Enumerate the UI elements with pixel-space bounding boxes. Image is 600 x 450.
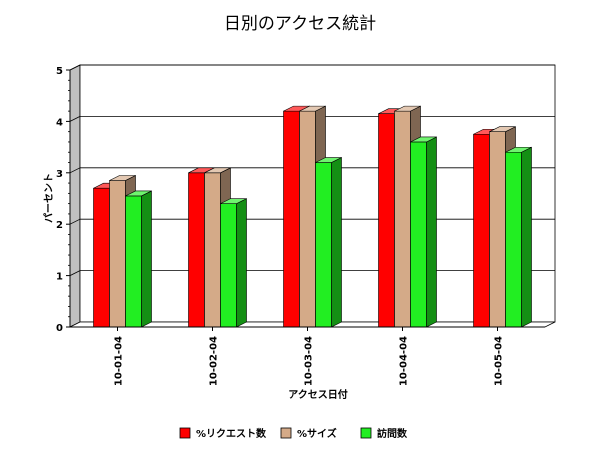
gridline-side	[69, 64, 81, 71]
gridline-side	[69, 270, 81, 276]
legend-swatch	[280, 427, 292, 439]
bar-top	[109, 175, 136, 181]
bar-front	[93, 187, 110, 328]
bar-top	[410, 136, 437, 143]
bar-3-10-03-04	[315, 157, 342, 328]
x-tick-label: 10-02-04	[209, 336, 220, 386]
y-tick-label: 4	[56, 117, 63, 128]
bar-top	[299, 105, 326, 112]
bar-3-10-01-04	[125, 190, 152, 328]
bar-side	[426, 136, 437, 328]
bar-top	[315, 157, 342, 163]
bar-3-10-04-04	[410, 136, 437, 328]
y-tick-label: 5	[56, 66, 63, 77]
x-tick-label: 10-04-04	[399, 336, 410, 386]
bar-front	[299, 110, 316, 328]
bar-front	[315, 162, 332, 328]
bar-front	[220, 203, 237, 328]
bar-front	[204, 172, 221, 328]
x-tick-label: 10-05-04	[494, 336, 505, 386]
bar-front	[410, 141, 427, 328]
bar-front	[283, 110, 300, 328]
legend-item: %リクエスト数	[179, 427, 267, 440]
bar-side	[521, 146, 532, 328]
axes-group: 0 1 2 3 4 5 10-01-04 10-02-04 10-03-04 10-04-04 10…	[56, 66, 545, 386]
bar-front	[489, 131, 506, 328]
bar-front	[473, 133, 490, 328]
bar-front	[125, 195, 142, 328]
bar-3-10-02-04	[220, 198, 247, 328]
bar-side	[236, 198, 247, 328]
legend-label: %サイズ	[297, 427, 337, 440]
bar-front	[188, 172, 205, 328]
gridline-side	[69, 167, 81, 174]
bar-top	[220, 198, 247, 204]
y-tick-label: 2	[56, 220, 63, 231]
bar-front	[109, 180, 126, 328]
y-axis-label: パーセント	[43, 173, 55, 223]
bar-front	[394, 110, 411, 328]
legend: %リクエスト数 %サイズ 訪問数	[179, 427, 408, 440]
legend-item: %サイズ	[280, 427, 337, 440]
legend-item: 訪問数	[360, 427, 408, 440]
legend-swatch	[360, 427, 372, 439]
bar-top	[204, 167, 231, 174]
x-axis-label: アクセス日付	[288, 388, 348, 401]
bar-front	[378, 113, 395, 328]
left-wall	[69, 64, 81, 328]
bar-top	[394, 105, 421, 112]
gridline-side	[69, 218, 81, 225]
y-tick-label: 1	[56, 272, 63, 283]
legend-label: 訪問数	[377, 427, 408, 440]
x-tick-label: 10-03-04	[304, 336, 315, 386]
x-tick-label: 10-01-04	[114, 336, 125, 386]
bar-top	[505, 146, 532, 153]
y-tick-label: 0	[56, 323, 63, 334]
bar-side	[141, 190, 152, 328]
bar-top	[489, 126, 516, 132]
y-tick-label: 3	[56, 169, 63, 180]
legend-swatch	[179, 427, 191, 439]
bar-side	[331, 157, 342, 328]
gridline-side	[69, 116, 81, 122]
chart-title: 日別のアクセス統計	[224, 14, 376, 34]
bar-3-10-05-04	[505, 146, 532, 328]
legend-label: %リクエスト数	[196, 427, 267, 440]
bars-group	[93, 105, 532, 328]
bar-top	[125, 190, 152, 197]
bar-front	[505, 151, 522, 328]
